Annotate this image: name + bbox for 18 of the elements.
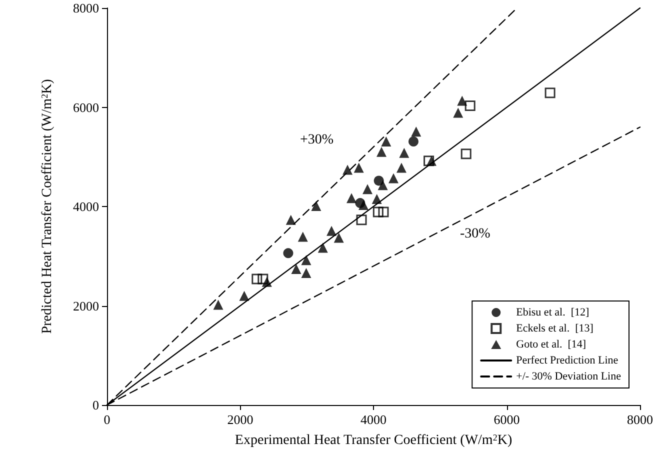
y-axis-title: Predicted Heat Transfer Coefficient (W/m2K) bbox=[40, 78, 55, 334]
annotation: +30% bbox=[300, 132, 334, 148]
y-tick-label: 4000 bbox=[73, 199, 99, 214]
x-tick-label: 6000 bbox=[494, 412, 520, 427]
legend-label: Perfect Prediction Line bbox=[516, 354, 618, 366]
x-tick-label: 2000 bbox=[227, 412, 254, 427]
annotation: -30% bbox=[460, 226, 491, 242]
y-tick-label: 8000 bbox=[73, 0, 99, 16]
legend-label: +/- 30% Deviation Line bbox=[516, 370, 622, 382]
y-tick-label: 0 bbox=[92, 398, 99, 412]
y-tick-label: 2000 bbox=[73, 298, 99, 314]
legend-label: Eckels et al. [13] bbox=[516, 322, 594, 334]
legend-label: Ebisu et al. [12] bbox=[516, 306, 590, 318]
x-tick-label: 8000 bbox=[627, 412, 653, 427]
legend-label: Goto et al. [14] bbox=[516, 338, 586, 350]
x-tick-label: 4000 bbox=[360, 412, 386, 427]
x-tick-label: 0 bbox=[104, 412, 110, 427]
y-tick-label: 6000 bbox=[73, 100, 99, 115]
